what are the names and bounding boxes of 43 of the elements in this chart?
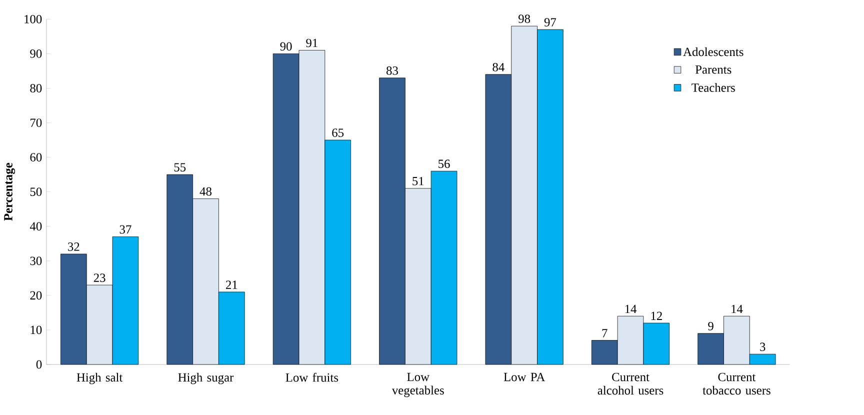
- y-tick-label: 40: [30, 222, 42, 230]
- data-label: 23: [94, 273, 106, 282]
- data-label: 9: [708, 322, 714, 330]
- data-label: 83: [386, 66, 398, 75]
- data-label: 51: [412, 176, 424, 186]
- x-tick-label: Low fruits: [286, 372, 338, 382]
- y-tick-label: 20: [30, 291, 42, 300]
- x-tick-label: High salt: [76, 372, 123, 384]
- data-label: 48: [200, 187, 212, 196]
- legend-label: Teachers: [692, 83, 735, 92]
- data-label: 32: [68, 242, 80, 251]
- data-label: 84: [492, 62, 504, 72]
- data-label: 98: [518, 14, 530, 23]
- y-tick-label: 50: [30, 187, 42, 196]
- data-label: 37: [120, 225, 132, 234]
- data-label: 91: [306, 38, 318, 48]
- y-tick-label: 90: [30, 49, 42, 58]
- data-label: 56: [438, 160, 450, 168]
- x-tick-label: Current tobacco users: [702, 372, 770, 394]
- data-label: 21: [226, 280, 238, 289]
- legend-label: Adolescents: [683, 47, 744, 56]
- x-tick-label: Current alcohol users: [598, 372, 664, 394]
- x-tick-label: High sugar: [178, 372, 234, 384]
- data-label: 90: [280, 42, 292, 50]
- data-label: 65: [332, 128, 344, 137]
- y-tick-label: 0: [36, 360, 42, 369]
- y-axis-title: Percentage: [4, 162, 16, 221]
- data-label: 97: [544, 18, 556, 26]
- data-label: 12: [651, 312, 662, 320]
- data-label: 55: [174, 163, 186, 172]
- y-tick-label: 10: [30, 326, 42, 334]
- data-label: 14: [732, 304, 743, 313]
- x-tick-label: Low PA: [504, 372, 546, 382]
- data-label: 14: [625, 304, 637, 313]
- y-tick-label: 60: [30, 152, 42, 162]
- y-tick-label: 30: [30, 256, 42, 265]
- y-tick-label: 100: [24, 14, 42, 24]
- data-label: 7: [602, 328, 608, 338]
- y-tick-label: 80: [30, 84, 42, 92]
- legend-label: Parents: [695, 65, 732, 74]
- y-tick-label: 70: [30, 118, 42, 127]
- x-tick-label: Low vegetables: [392, 372, 444, 397]
- data-label: 3: [760, 342, 766, 351]
